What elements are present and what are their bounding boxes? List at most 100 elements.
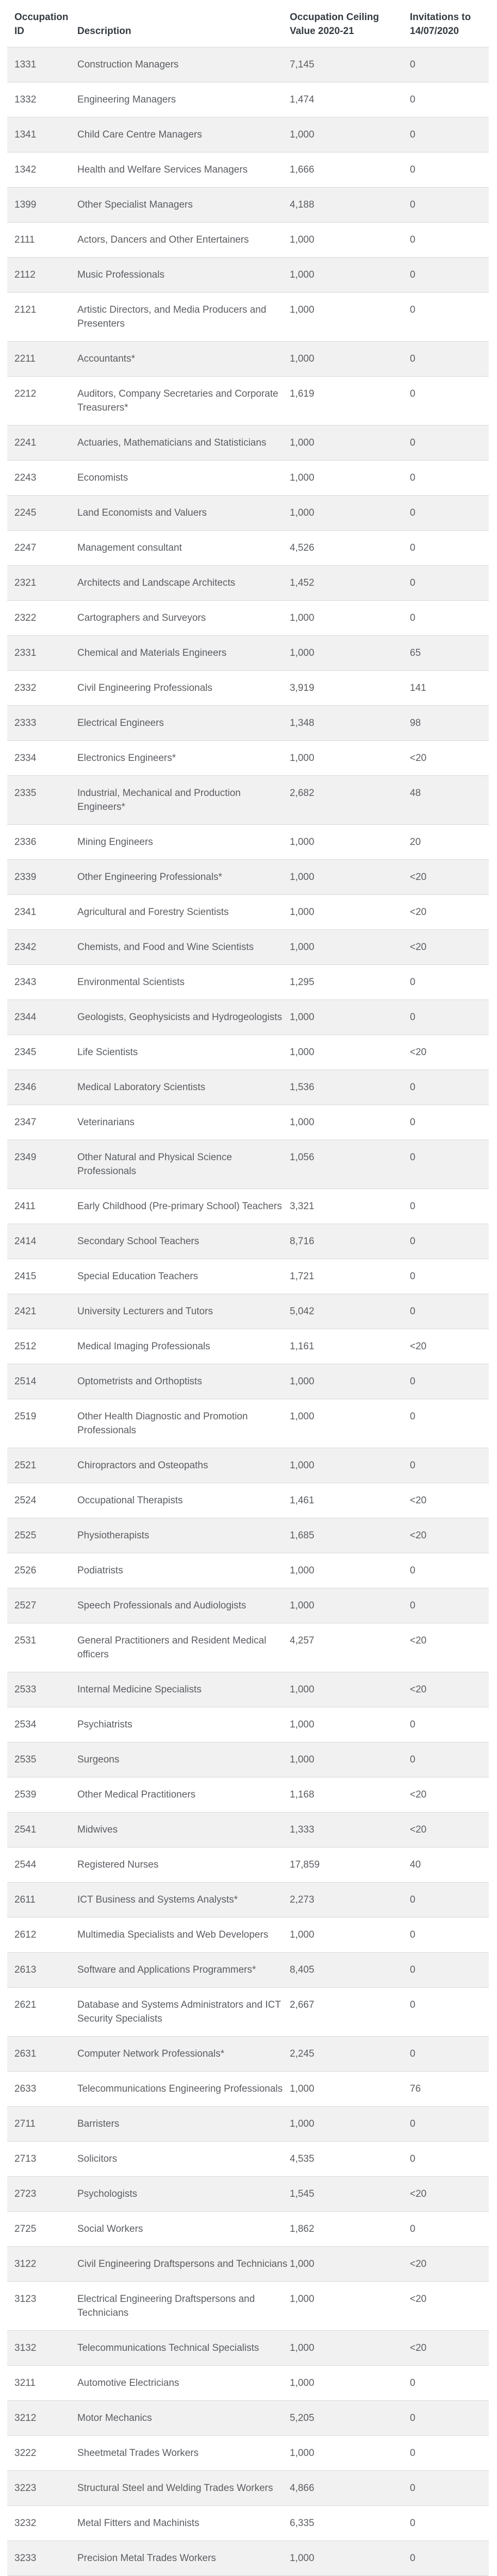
cell-invitations: 0	[410, 2365, 489, 2401]
cell-occupation-id: 2421	[7, 1294, 77, 1329]
cell-description: Medical Laboratory Scientists	[77, 1070, 290, 1105]
table-row: 3132 Telecommunications Technical Special…	[7, 2330, 489, 2366]
table-row: 2243 Economists 1,000 0	[7, 460, 489, 496]
cell-description: Child Care Centre Managers	[77, 117, 290, 152]
cell-description: Other Engineering Professionals*	[77, 859, 290, 895]
cell-invitations: <20	[410, 1623, 489, 1672]
header-occupation-id: Occupation ID	[7, 0, 77, 47]
cell-occupation-id: 2343	[7, 964, 77, 1000]
cell-description: Management consultant	[77, 530, 290, 566]
cell-occupation-id: 2527	[7, 1588, 77, 1623]
cell-occupation-id: 2612	[7, 1917, 77, 1953]
table-row: 2241 Actuaries, Mathematicians and Statis…	[7, 425, 489, 461]
cell-invitations: <20	[410, 2246, 489, 2282]
table-row: 2414 Secondary School Teachers 8,716 0	[7, 1224, 489, 1259]
cell-description: Environmental Scientists	[77, 964, 290, 1000]
cell-invitations: 98	[410, 705, 489, 741]
cell-ceiling-value: 1,000	[290, 1364, 410, 1399]
cell-ceiling-value: 1,545	[290, 2176, 410, 2212]
cell-invitations: 0	[410, 1259, 489, 1294]
header-occupation-id-line2: ID	[14, 26, 24, 37]
cell-description: Telecommunications Engineering Professio…	[77, 2071, 290, 2107]
cell-description: University Lecturers and Tutors	[77, 1294, 290, 1329]
cell-description: Psychologists	[77, 2176, 290, 2212]
table-row: 2519 Other Health Diagnostic and Promotio…	[7, 1399, 489, 1448]
table-row: 2331 Chemical and Materials Engineers 1,00…	[7, 635, 489, 671]
cell-description: Medical Imaging Professionals	[77, 1329, 290, 1364]
cell-ceiling-value: 1,685	[290, 1518, 410, 1553]
table-row: 2514 Optometrists and Orthoptists 1,000 0	[7, 1364, 489, 1399]
cell-description: Surgeons	[77, 1742, 290, 1777]
cell-invitations: 0	[410, 1448, 489, 1483]
cell-invitations: 0	[410, 565, 489, 601]
cell-occupation-id: 2541	[7, 1812, 77, 1848]
cell-ceiling-value: 1,000	[290, 1035, 410, 1070]
cell-description: Precision Metal Trades Workers	[77, 2540, 290, 2576]
cell-description: Land Economists and Valuers	[77, 495, 290, 531]
cell-ceiling-value: 1,000	[290, 2540, 410, 2576]
cell-occupation-id: 3232	[7, 2505, 77, 2541]
cell-description: Electronics Engineers*	[77, 740, 290, 776]
cell-invitations: <20	[410, 1518, 489, 1553]
table-row: 2527 Speech Professionals and Audiologist…	[7, 1588, 489, 1623]
cell-occupation-id: 2525	[7, 1518, 77, 1553]
cell-occupation-id: 1399	[7, 187, 77, 223]
cell-occupation-id: 2534	[7, 1707, 77, 1742]
cell-occupation-id: 3132	[7, 2330, 77, 2366]
header-description: Description	[77, 0, 290, 47]
cell-ceiling-value: 1,452	[290, 565, 410, 601]
cell-invitations: 0	[410, 376, 489, 426]
cell-invitations: 0	[410, 2106, 489, 2142]
table-header: Occupation ID Description Occupation Cei…	[7, 0, 489, 47]
cell-description: Registered Nurses	[77, 1847, 290, 1883]
cell-occupation-id: 2247	[7, 530, 77, 566]
cell-description: Optometrists and Orthoptists	[77, 1364, 290, 1399]
cell-ceiling-value: 2,667	[290, 1987, 410, 2037]
cell-ceiling-value: 5,205	[290, 2400, 410, 2436]
cell-description: Actuaries, Mathematicians and Statistici…	[77, 425, 290, 461]
table-row: 3122 Civil Engineering Draftspersons and …	[7, 2246, 489, 2282]
cell-ceiling-value: 1,000	[290, 292, 410, 342]
cell-invitations: 0	[410, 1553, 489, 1588]
table-row: 2347 Veterinarians 1,000 0	[7, 1105, 489, 1140]
cell-ceiling-value: 6,335	[290, 2505, 410, 2541]
cell-invitations: <20	[410, 859, 489, 895]
cell-ceiling-value: 1,000	[290, 2435, 410, 2471]
cell-invitations: 0	[410, 47, 489, 82]
cell-description: Health and Welfare Services Managers	[77, 152, 290, 188]
cell-invitations: 0	[410, 999, 489, 1035]
cell-occupation-id: 2631	[7, 2036, 77, 2072]
cell-description: Speech Professionals and Audiologists	[77, 1588, 290, 1623]
cell-invitations: 0	[410, 1707, 489, 1742]
cell-invitations: <20	[410, 1329, 489, 1364]
cell-description: Construction Managers	[77, 47, 290, 82]
cell-ceiling-value: 1,000	[290, 2281, 410, 2331]
cell-invitations: 0	[410, 152, 489, 188]
cell-description: Automotive Electricians	[77, 2365, 290, 2401]
cell-ceiling-value: 1,000	[290, 600, 410, 636]
cell-ceiling-value: 1,295	[290, 964, 410, 1000]
table-row: 2534 Psychiatrists 1,000 0	[7, 1707, 489, 1742]
cell-occupation-id: 2521	[7, 1448, 77, 1483]
table-row: 2611 ICT Business and Systems Analysts* 2,…	[7, 1882, 489, 1918]
table-row: 2525 Physiotherapists 1,685 <20	[7, 1518, 489, 1553]
table-row: 2322 Cartographers and Surveyors 1,000 0	[7, 600, 489, 636]
table-row: 1399 Other Specialist Managers 4,188 0	[7, 187, 489, 223]
cell-ceiling-value: 1,461	[290, 1483, 410, 1518]
cell-description: Metal Fitters and Machinists	[77, 2505, 290, 2541]
cell-ceiling-value: 1,000	[290, 2365, 410, 2401]
cell-occupation-id: 2333	[7, 705, 77, 741]
cell-occupation-id: 2411	[7, 1189, 77, 1224]
cell-invitations: 0	[410, 1364, 489, 1399]
cell-description: Software and Applications Programmers*	[77, 1952, 290, 1988]
cell-description: Social Workers	[77, 2211, 290, 2247]
table-row: 2713 Solicitors 4,535 0	[7, 2141, 489, 2177]
table-row: 3232 Metal Fitters and Machinists 6,335 0	[7, 2505, 489, 2541]
cell-occupation-id: 1332	[7, 82, 77, 117]
cell-ceiling-value: 2,682	[290, 775, 410, 825]
cell-description: Special Education Teachers	[77, 1259, 290, 1294]
cell-ceiling-value: 1,000	[290, 1742, 410, 1777]
cell-invitations: 0	[410, 1294, 489, 1329]
cell-description: Auditors, Company Secretaries and Corpor…	[77, 376, 290, 426]
cell-description: Artistic Directors, and Media Producers …	[77, 292, 290, 342]
